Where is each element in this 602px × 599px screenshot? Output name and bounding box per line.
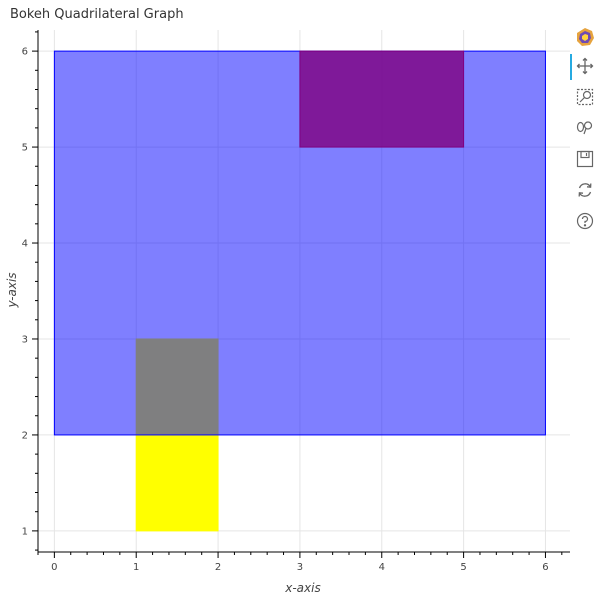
help-icon[interactable] [574, 210, 596, 232]
y-tick-label-3: 4 [22, 239, 28, 250]
x-tick-label-1: 1 [133, 562, 139, 573]
bokeh-logo-icon[interactable] [574, 26, 596, 48]
pan-icon[interactable] [574, 55, 596, 77]
box-zoom-icon[interactable] [574, 86, 596, 108]
y-tick-label-0: 1 [22, 526, 28, 537]
y-axis-label: y-axis [5, 272, 19, 308]
y-tick-label-4: 5 [22, 143, 28, 154]
x-tick-label-4: 4 [379, 562, 385, 573]
y-tick-label-5: 6 [22, 47, 28, 58]
reset-icon[interactable] [574, 179, 596, 201]
x-tick-label-3: 3 [297, 562, 303, 573]
y-tick-label-1: 2 [22, 430, 28, 441]
chart-title: Bokeh Quadrilateral Graph [10, 7, 184, 22]
active-tool-indicator [570, 54, 572, 80]
y-tick-label-2: 3 [22, 334, 28, 345]
x-tick-label-2: 2 [215, 562, 221, 573]
x-tick-label-0: 0 [51, 562, 57, 573]
save-icon[interactable] [574, 148, 596, 170]
quad-2 [299, 50, 465, 148]
axes: 0 1 2 3 4 5 6 1 2 3 4 5 6 [22, 30, 570, 573]
x-tick-label-5: 5 [460, 562, 466, 573]
quads [53, 50, 546, 532]
wheel-zoom-icon[interactable] [574, 117, 596, 139]
x-axis-label: x-axis [284, 581, 320, 595]
x-tick-label-6: 6 [542, 562, 548, 573]
